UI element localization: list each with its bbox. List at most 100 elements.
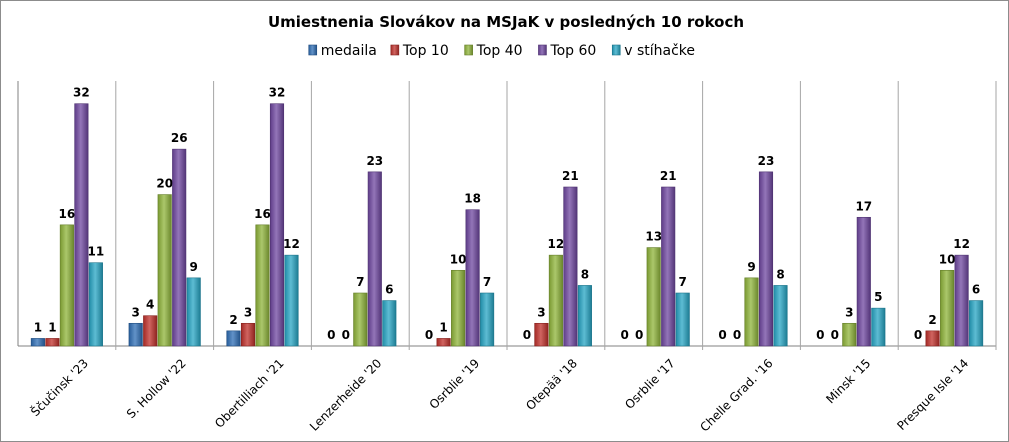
chart-title: Umiestnenia Slovákov na MSJaK v posledný… xyxy=(268,13,744,31)
data-label: 7 xyxy=(679,275,687,289)
data-label: 2 xyxy=(229,313,237,327)
data-label: 21 xyxy=(660,169,677,183)
data-label: 1 xyxy=(439,320,447,334)
category-label: Lenzerheide '20 xyxy=(307,356,384,433)
data-label: 3 xyxy=(537,305,545,319)
data-label: 10 xyxy=(939,252,956,266)
data-label: 0 xyxy=(523,328,531,342)
bar-v-stíhačke xyxy=(382,300,397,347)
category-label: S. Hollow '22 xyxy=(124,356,189,421)
bar-v-stíhačke xyxy=(284,254,299,347)
data-label: 17 xyxy=(855,199,872,213)
legend-label: medaila xyxy=(321,43,377,59)
data-label: 3 xyxy=(132,305,140,319)
legend-label: Top 10 xyxy=(402,43,449,59)
data-label: 12 xyxy=(548,237,565,251)
data-label: 32 xyxy=(73,86,90,100)
data-label: 21 xyxy=(562,169,579,183)
bar-v-stíhačke xyxy=(186,277,201,347)
bar-top-40 xyxy=(353,292,368,347)
legend-swatch xyxy=(390,44,400,56)
data-label: 26 xyxy=(171,131,188,145)
data-label: 23 xyxy=(758,154,775,168)
bar-v-stíhačke xyxy=(480,292,495,347)
data-label: 5 xyxy=(874,290,882,304)
data-label: 4 xyxy=(146,298,154,312)
data-label: 0 xyxy=(816,328,824,342)
category-label: Obertilliach '21 xyxy=(212,356,287,431)
category-label: Ščučinsk '23 xyxy=(27,356,91,420)
data-label: 8 xyxy=(776,267,784,281)
bar-top-40 xyxy=(451,269,466,347)
legend-label: v stíhačke xyxy=(624,43,695,59)
legend-label: Top 60 xyxy=(549,43,596,59)
bar-top-40 xyxy=(59,224,74,347)
bar-top-60 xyxy=(172,148,187,347)
data-label: 7 xyxy=(483,275,491,289)
data-label: 9 xyxy=(747,260,755,274)
bar-top-60 xyxy=(954,254,969,347)
category-label: Osrblie '17 xyxy=(622,356,678,412)
data-label: 12 xyxy=(953,237,970,251)
data-label: 8 xyxy=(581,267,589,281)
category-label: Osrblie '19 xyxy=(427,356,483,412)
bar-top-40 xyxy=(744,277,759,347)
bar-top-60 xyxy=(367,171,382,347)
bar-top-10 xyxy=(925,330,940,347)
category-label: Otepää '18 xyxy=(523,356,580,413)
bar-top-10 xyxy=(534,322,549,347)
bar-medaila xyxy=(128,322,143,347)
legend-swatch xyxy=(308,44,318,56)
data-label: 1 xyxy=(34,320,42,334)
legend-label: Top 40 xyxy=(476,43,523,59)
category-label: Chelle Grad. '16 xyxy=(697,356,775,434)
data-label: 0 xyxy=(635,328,643,342)
bar-top-10 xyxy=(240,322,256,347)
bar-medaila xyxy=(30,338,45,347)
bar-top-40 xyxy=(548,254,563,347)
bar-top-40 xyxy=(646,247,661,347)
bar-top-60 xyxy=(269,103,285,347)
data-label: 18 xyxy=(464,192,481,206)
bar-medaila xyxy=(226,330,241,347)
data-label: 9 xyxy=(190,260,198,274)
bar-v-stíhačke xyxy=(88,262,103,347)
data-label: 3 xyxy=(244,305,252,319)
bar-v-stíhačke xyxy=(773,285,788,347)
bar-top-40 xyxy=(842,322,857,347)
legend-swatch xyxy=(464,44,473,56)
data-label: 16 xyxy=(254,207,271,221)
data-label: 6 xyxy=(385,283,393,297)
legend-swatch xyxy=(538,44,547,56)
data-label: 0 xyxy=(733,328,741,342)
data-label: 32 xyxy=(269,86,286,100)
data-label: 11 xyxy=(88,245,105,259)
bar-top-60 xyxy=(856,216,871,347)
bar-v-stíhačke xyxy=(871,307,886,347)
data-label: 0 xyxy=(914,328,922,342)
bar-top-60 xyxy=(563,186,578,347)
category-label: Minsk '15 xyxy=(823,356,873,406)
bar-v-stíhačke xyxy=(969,300,984,347)
bar-v-stíhačke xyxy=(577,285,592,347)
bar-top-40 xyxy=(255,224,270,347)
data-label: 0 xyxy=(621,328,629,342)
data-label: 0 xyxy=(425,328,433,342)
legend-swatch xyxy=(611,44,621,56)
bar-v-stíhačke xyxy=(675,292,690,347)
data-label: 2 xyxy=(928,313,936,327)
legend: medaila Top 10 Top 40 Top 60 v stíhačke xyxy=(308,43,695,59)
data-label: 6 xyxy=(972,283,980,297)
bar-top-10 xyxy=(143,315,158,347)
data-label: 12 xyxy=(283,237,300,251)
data-label: 0 xyxy=(327,328,335,342)
data-label: 20 xyxy=(156,177,173,191)
data-label: 7 xyxy=(356,275,364,289)
bar-top-40 xyxy=(157,194,172,347)
bar-top-60 xyxy=(661,186,676,347)
bar-top-60 xyxy=(74,103,89,347)
category-label: Presque Isle '14 xyxy=(894,356,971,433)
data-label: 23 xyxy=(366,154,383,168)
